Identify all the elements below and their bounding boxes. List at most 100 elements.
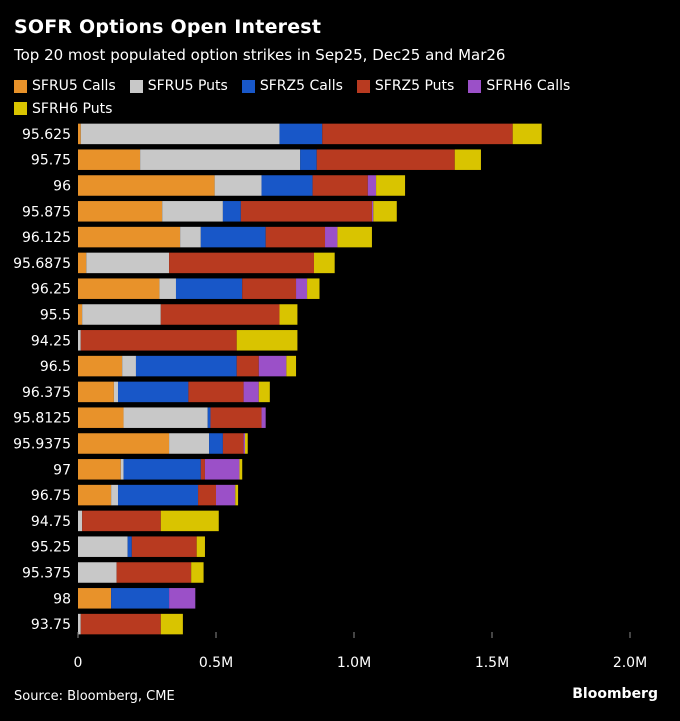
category-label: 95.875 bbox=[22, 204, 71, 220]
category-label: 93.75 bbox=[31, 617, 71, 633]
category-label: 95.625 bbox=[22, 127, 71, 143]
bar-segment bbox=[160, 510, 219, 532]
legend: SFRU5 Calls SFRU5 Puts SFRZ5 Calls SFRZ5 Pu… bbox=[14, 76, 614, 121]
bar-segment bbox=[160, 613, 183, 635]
category-label: 96.375 bbox=[22, 385, 71, 401]
category-label: 95.5 bbox=[40, 308, 71, 324]
bar-segment bbox=[78, 175, 215, 196]
bar-segment bbox=[312, 175, 368, 196]
bar-segment bbox=[204, 459, 240, 480]
bar-segment bbox=[111, 588, 170, 609]
bar-segment bbox=[160, 304, 280, 325]
bar-segment bbox=[210, 407, 262, 428]
x-tick-label: 0 bbox=[74, 655, 83, 671]
bar-segment bbox=[78, 330, 81, 351]
bar-segment bbox=[135, 355, 237, 377]
bar-segment bbox=[78, 149, 141, 170]
category-label: 98 bbox=[53, 591, 71, 607]
bar-segment bbox=[82, 304, 161, 325]
bar-segment bbox=[78, 252, 87, 274]
legend-label: SFRU5 Calls bbox=[32, 78, 116, 94]
bar-segment bbox=[265, 226, 326, 248]
bar-segment bbox=[78, 355, 123, 377]
category-label: 96.125 bbox=[22, 230, 71, 246]
bar-segment bbox=[140, 149, 301, 170]
bar-segment bbox=[78, 510, 83, 532]
bar-segment bbox=[78, 562, 117, 583]
bar-segment bbox=[191, 562, 204, 583]
bar-segment bbox=[214, 175, 262, 196]
x-tick-label: 1.0M bbox=[337, 655, 371, 671]
legend-item: SFRH6 Calls bbox=[468, 76, 570, 96]
bar-segment bbox=[258, 381, 270, 403]
category-label: 95.6875 bbox=[13, 256, 71, 272]
bar-segment bbox=[123, 407, 208, 428]
bar-segment bbox=[169, 252, 314, 274]
legend-swatch bbox=[14, 102, 27, 115]
legend-label: SFRZ5 Calls bbox=[259, 78, 343, 94]
bar-segment bbox=[512, 123, 542, 145]
bar-segment bbox=[169, 433, 210, 454]
legend-item: SFRU5 Puts bbox=[129, 76, 228, 96]
bar-segment bbox=[162, 201, 223, 222]
bar-segment bbox=[118, 484, 199, 506]
chart-plot: 95.625 95.75 96 95.875 96.125 95.6875 96.25 95.… bbox=[13, 123, 647, 671]
legend-label: SFRZ5 Puts bbox=[374, 78, 455, 94]
bar-segment bbox=[337, 226, 372, 248]
bar-segment bbox=[118, 381, 189, 403]
bar-segment bbox=[316, 149, 455, 170]
bar-segment bbox=[244, 433, 248, 454]
bar-segment bbox=[243, 433, 245, 454]
source-note: Source: Bloomberg, CME bbox=[14, 689, 175, 704]
category-label: 96 bbox=[53, 179, 71, 195]
bar-segment bbox=[78, 588, 112, 609]
bar-segment bbox=[235, 484, 239, 506]
bar-segment bbox=[236, 355, 259, 377]
bar-segment bbox=[116, 562, 192, 583]
category-label: 95.25 bbox=[31, 540, 71, 556]
bloomberg-logo: Bloomberg bbox=[572, 686, 658, 702]
legend-label: SFRH6 Calls bbox=[486, 78, 571, 94]
category-label: 96.5 bbox=[40, 359, 71, 375]
bar-segment bbox=[313, 252, 335, 274]
legend-label: SFRH6 Puts bbox=[32, 100, 113, 117]
bar-segment bbox=[376, 175, 406, 196]
bar-segment bbox=[296, 278, 308, 299]
x-tick-label: 0.5M bbox=[199, 655, 233, 671]
bar-segment bbox=[200, 226, 266, 248]
bar-segment bbox=[78, 536, 128, 557]
category-label: 94.25 bbox=[31, 333, 71, 349]
bar-segment bbox=[78, 304, 83, 325]
category-label: 95.375 bbox=[22, 566, 71, 582]
bar-segment bbox=[78, 484, 112, 506]
bar-segment bbox=[261, 175, 313, 196]
bar-segment bbox=[122, 355, 136, 377]
bar-segment bbox=[78, 226, 181, 248]
bar-segment bbox=[82, 510, 161, 532]
bar-segment bbox=[80, 613, 161, 635]
bar-segment bbox=[80, 330, 237, 351]
bar-segment bbox=[222, 433, 244, 454]
bar-segment bbox=[322, 123, 513, 145]
bar-segment bbox=[367, 175, 377, 196]
bar-segment bbox=[325, 226, 338, 248]
bar-segment bbox=[198, 484, 216, 506]
legend-item: SFRH6 Puts bbox=[14, 99, 112, 119]
bar-segment bbox=[286, 355, 297, 377]
bar-segment bbox=[159, 278, 176, 299]
bar-segment bbox=[180, 226, 201, 248]
bar-segment bbox=[239, 459, 243, 480]
bar-segment bbox=[78, 407, 124, 428]
category-label: 95.8125 bbox=[13, 411, 71, 427]
bar-segment bbox=[454, 149, 481, 170]
legend-label: SFRU5 Puts bbox=[147, 78, 228, 94]
bar-segment bbox=[258, 355, 287, 377]
legend-swatch bbox=[356, 79, 370, 93]
bar-segment bbox=[78, 278, 160, 299]
bar-segment bbox=[120, 459, 124, 480]
category-label: 95.9375 bbox=[13, 437, 71, 453]
legend-item: SFRU5 Calls bbox=[14, 76, 116, 96]
bar-segment bbox=[111, 484, 119, 506]
bar-segment bbox=[169, 588, 196, 609]
bar-segment bbox=[209, 433, 223, 454]
